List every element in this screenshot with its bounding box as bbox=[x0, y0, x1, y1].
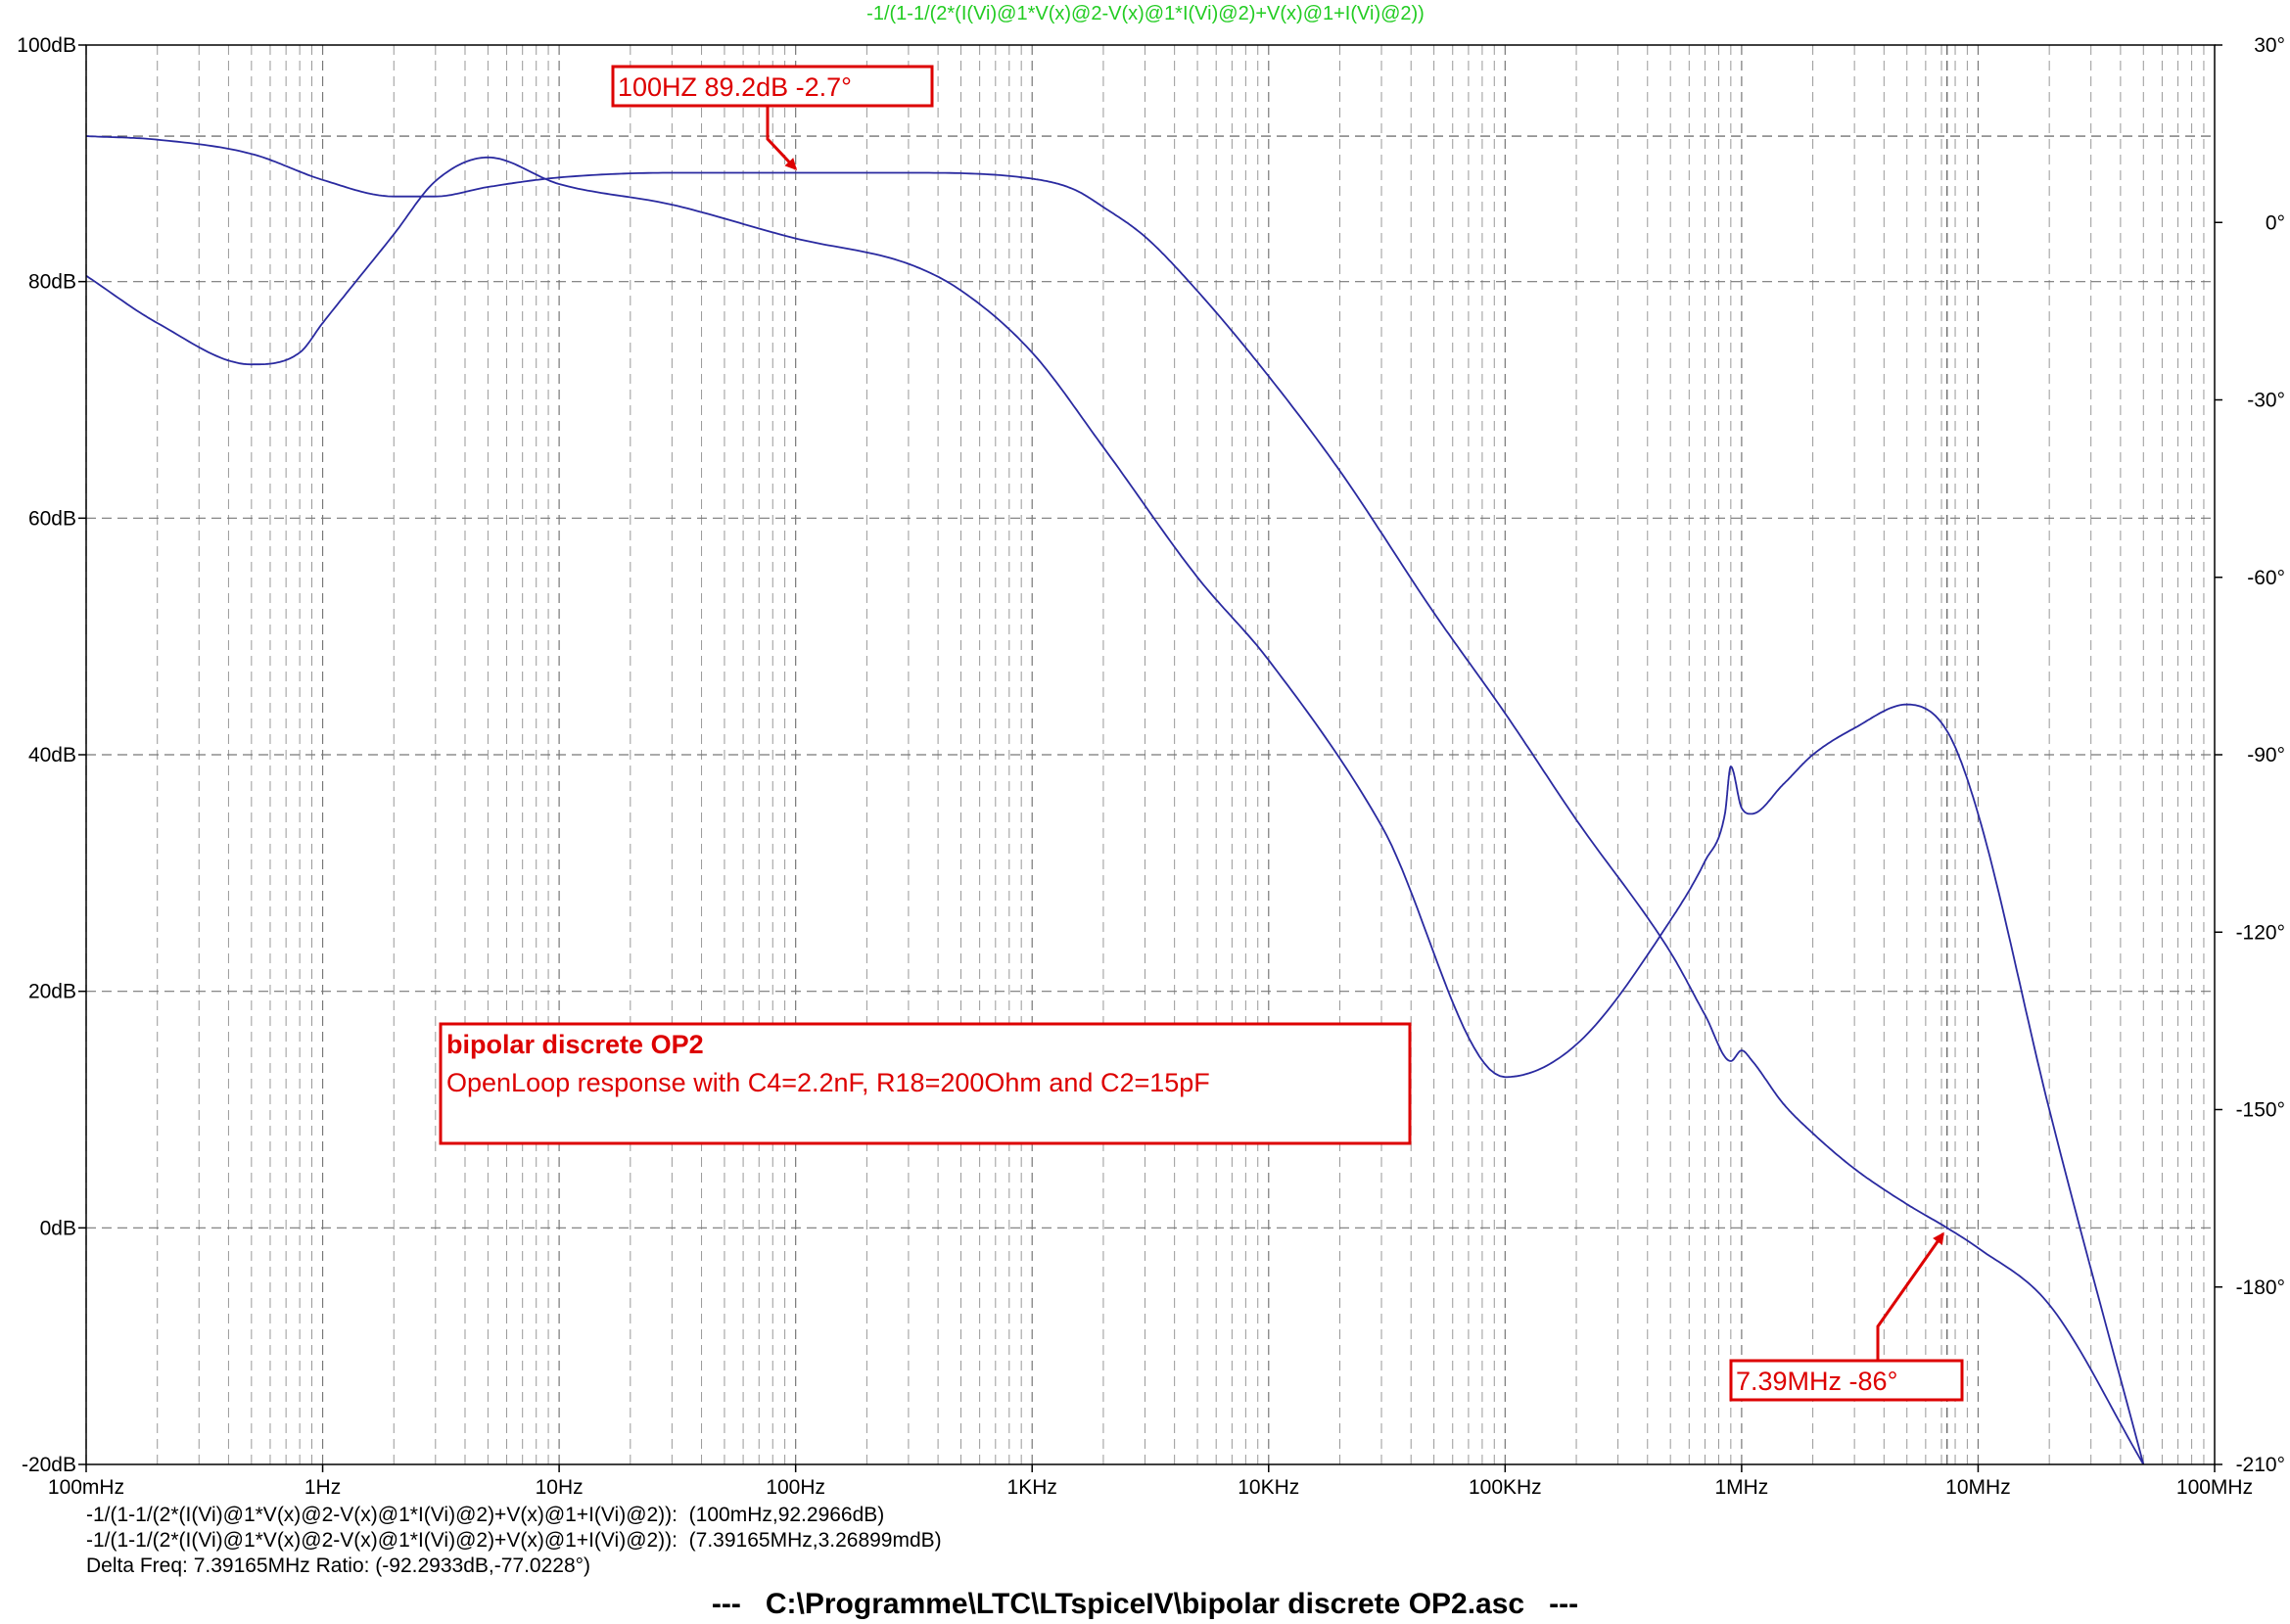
right-tick-label: 30° bbox=[2254, 34, 2285, 57]
annotation-arrow bbox=[766, 106, 798, 170]
left-tick-label: -20dB bbox=[22, 1454, 76, 1476]
right-tick-label: -150° bbox=[2236, 1099, 2285, 1122]
annotation-box bbox=[611, 65, 934, 108]
x-tick-label: 1KHz bbox=[1007, 1476, 1057, 1499]
plot-frame bbox=[85, 44, 2216, 1465]
chart-title: -1/(1-1/(2*(I(Vi)@1*V(x)@2-V(x)@1*I(Vi)@… bbox=[866, 3, 1425, 24]
left-tick-label: 40dB bbox=[28, 744, 76, 766]
annotation-label: 100HZ 89.2dB -2.7° bbox=[618, 72, 852, 102]
right-tick-label: 0° bbox=[2266, 211, 2285, 234]
traces bbox=[85, 135, 2145, 1465]
right-tick-label: -120° bbox=[2236, 921, 2285, 944]
x-tick-label: 100Hz bbox=[766, 1476, 825, 1499]
x-tick-label: 10KHz bbox=[1238, 1476, 1299, 1499]
left-tick-label: 100dB bbox=[17, 34, 76, 57]
right-tick-label: -90° bbox=[2247, 744, 2285, 766]
x-tick-label: 10MHz bbox=[1945, 1476, 2011, 1499]
right-tick-label: -30° bbox=[2247, 390, 2285, 412]
x-tick-label: 100MHz bbox=[2176, 1476, 2253, 1499]
x-tick-label: 1Hz bbox=[304, 1476, 341, 1499]
left-tick-label: 60dB bbox=[28, 507, 76, 530]
right-tick-label: -210° bbox=[2236, 1454, 2285, 1476]
file-path: --- C:\Programme\LTC\LTspiceIV\bipolar d… bbox=[711, 1588, 1579, 1620]
description-title: bipolar discrete OP2 bbox=[446, 1030, 704, 1059]
axes: 100dB 80dB 60dB 40dB 20dB 0dB -20dB 30° 0° -30° -6… bbox=[17, 34, 2285, 1499]
annotation-label: 7.39MHz -86° bbox=[1736, 1367, 1897, 1396]
annotations: 100HZ 89.2dB -2.7° 7.39MHz -86° bipolar di… bbox=[439, 65, 1964, 1402]
gain-trace bbox=[85, 135, 2145, 1465]
x-tick-label: 10Hz bbox=[536, 1476, 584, 1499]
annotation-box bbox=[1729, 1359, 1964, 1402]
left-tick-label: 20dB bbox=[28, 981, 76, 1003]
right-tick-label: -60° bbox=[2247, 567, 2285, 589]
grid bbox=[85, 45, 2215, 1464]
annotation-arrow bbox=[1876, 1231, 1944, 1361]
cursor1-readout: -1/(1-1/(2*(I(Vi)@1*V(x)@2-V(x)@1*I(Vi)@… bbox=[86, 1504, 885, 1526]
x-tick-label: 1MHz bbox=[1714, 1476, 1768, 1499]
description-text: OpenLoop response with C4=2.2nF, R18=200… bbox=[446, 1068, 1210, 1097]
phase-trace bbox=[85, 156, 2145, 1465]
x-tick-label: 100mHz bbox=[48, 1476, 124, 1499]
description-box bbox=[439, 1022, 1412, 1145]
left-tick-label: 0dB bbox=[40, 1217, 76, 1239]
right-tick-label: -180° bbox=[2236, 1276, 2285, 1299]
x-tick-label: 100KHz bbox=[1469, 1476, 1542, 1499]
left-tick-label: 80dB bbox=[28, 271, 76, 294]
delta-readout: Delta Freq: 7.39165MHz Ratio: (-92.2933d… bbox=[86, 1554, 591, 1577]
cursor2-readout: -1/(1-1/(2*(I(Vi)@1*V(x)@2-V(x)@1*I(Vi)@… bbox=[86, 1529, 942, 1552]
